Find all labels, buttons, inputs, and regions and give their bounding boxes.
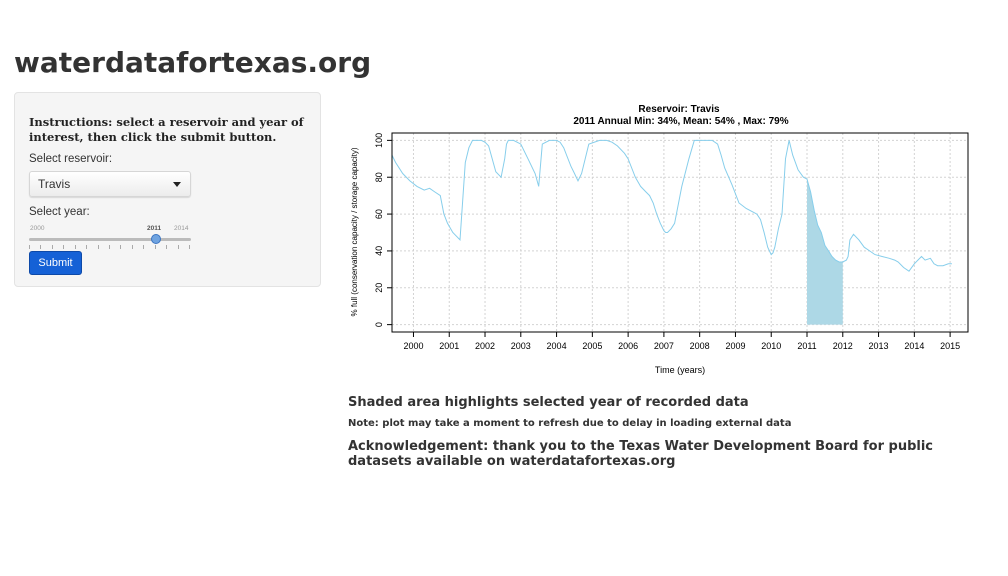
acknowledgement-text: Acknowledgement: thank you to the Texas … <box>348 439 934 469</box>
slider-tick <box>120 245 122 249</box>
y-tick-label: 80 <box>374 172 384 182</box>
slider-track[interactable] <box>29 238 191 241</box>
x-tick-label: 2015 <box>940 341 960 351</box>
y-tick-label: 100 <box>374 133 384 148</box>
x-axis-label: Time (years) <box>655 365 705 375</box>
slider-max-label: 2014 <box>174 225 189 232</box>
slider-tick <box>29 245 30 249</box>
x-tick-label: 2004 <box>547 341 567 351</box>
slider-tick <box>63 245 65 249</box>
reservoir-label: Select reservoir: <box>29 153 113 165</box>
page-title: waterdatafortexas.org <box>14 46 372 79</box>
x-tick-label: 2014 <box>904 341 924 351</box>
reservoir-select[interactable]: Travis <box>29 171 191 197</box>
x-tick-label: 2008 <box>690 341 710 351</box>
highlight-shaded-area <box>807 179 843 325</box>
delay-note: Note: plot may take a moment to refresh … <box>348 418 792 429</box>
slider-handle[interactable] <box>151 234 161 244</box>
slider-tick <box>154 245 156 249</box>
y-tick-label: 20 <box>374 283 384 293</box>
slider-value-label: 2011 <box>147 225 162 232</box>
y-tick-label: 40 <box>374 246 384 256</box>
x-tick-label: 2002 <box>475 341 495 351</box>
submit-button[interactable]: Submit <box>29 251 82 275</box>
y-axis-label: % full (conservation capacity / storage … <box>350 147 359 316</box>
slider-tick <box>74 245 76 249</box>
x-tick-label: 2009 <box>725 341 745 351</box>
shaded-note: Shaded area highlights selected year of … <box>348 395 749 410</box>
slider-tick <box>86 245 88 249</box>
x-tick-label: 2010 <box>761 341 781 351</box>
x-tick-label: 2013 <box>869 341 889 351</box>
x-tick-label: 2000 <box>403 341 423 351</box>
instructions-text: Instructions: select a reservoir and yea… <box>29 115 304 144</box>
plot-frame <box>391 132 969 333</box>
slider-tick <box>51 245 53 249</box>
x-tick-label: 2003 <box>511 341 531 351</box>
slider-min-label: 2000 <box>30 225 45 232</box>
reservoir-chart: Reservoir: Travis 2011 Annual Min: 34%, … <box>350 104 969 375</box>
y-tick-label: 60 <box>374 209 384 219</box>
chart-title: Reservoir: Travis <box>638 104 720 115</box>
slider-tick <box>97 245 99 249</box>
sidebar-panel: Instructions: select a reservoir and yea… <box>14 92 321 287</box>
x-tick-label: 2007 <box>654 341 674 351</box>
x-tick-label: 2012 <box>833 341 853 351</box>
slider-tick <box>143 245 145 249</box>
chevron-down-icon <box>173 182 181 187</box>
x-tick-label: 2005 <box>582 341 602 351</box>
reservoir-select-value: Travis <box>38 177 71 191</box>
year-label: Select year: <box>29 206 90 218</box>
slider-tick <box>131 245 133 249</box>
slider-tick <box>166 245 168 249</box>
x-tick-label: 2006 <box>618 341 638 351</box>
year-slider[interactable]: 2000 2011 2014 <box>29 223 191 253</box>
x-tick-label: 2001 <box>439 341 459 351</box>
slider-tick <box>189 245 190 249</box>
reservoir-level-line <box>391 139 952 272</box>
y-tick-label: 0 <box>374 322 384 327</box>
slider-tick <box>177 245 179 249</box>
slider-tick <box>109 245 110 249</box>
slider-tick <box>40 245 42 249</box>
x-tick-label: 2011 <box>797 341 816 351</box>
chart-subtitle: 2011 Annual Min: 34%, Mean: 54% , Max: 7… <box>573 116 788 127</box>
